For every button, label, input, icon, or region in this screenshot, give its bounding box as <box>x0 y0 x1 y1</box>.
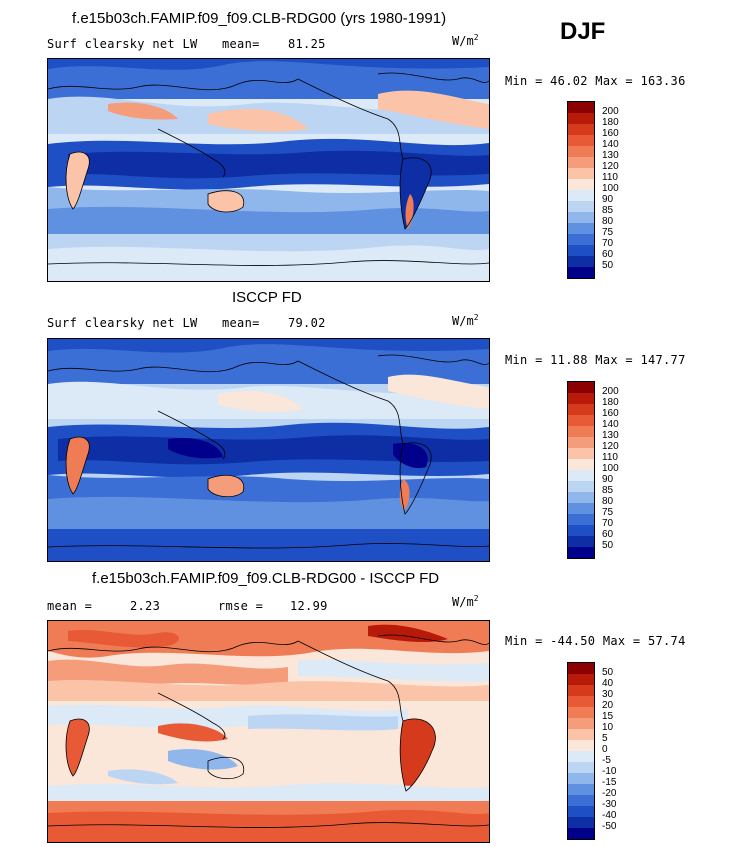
colorbar-tick-label: -50 <box>602 821 617 832</box>
panel-2-minmax: Min = 11.88 Max = 147.77 <box>505 353 686 367</box>
panel-1-variable-label: Surf clearsky net LW <box>47 37 198 51</box>
season-label: DJF <box>560 18 606 45</box>
panel-3-rmse-value: 12.99 <box>290 599 328 613</box>
panel-3-minmax: Min = -44.50 Max = 57.74 <box>505 634 686 648</box>
colorbar-tick-label: 120 <box>602 441 619 452</box>
colorbar-tick-label: 200 <box>602 386 619 397</box>
colorbar-tick-label: 130 <box>602 430 619 441</box>
panel-1-map <box>47 58 490 282</box>
colorbar-tick-label: 70 <box>602 238 614 249</box>
colorbar-tick-label: 110 <box>602 172 618 183</box>
panel-3-unit: W/m2 <box>452 594 479 609</box>
panel-1-minmax: Min = 46.02 Max = 163.36 <box>505 74 686 88</box>
panel-2-colorbar <box>567 381 595 559</box>
colorbar-tick-label: -30 <box>602 799 617 810</box>
colorbar-tick-label: 0 <box>602 744 608 755</box>
panel-1-unit: W/m2 <box>452 33 479 48</box>
panel-2-map-svg <box>48 339 489 561</box>
colorbar-tick-label: 130 <box>602 150 619 161</box>
colorbar-tick-label: 160 <box>602 408 619 419</box>
colorbar-tick-label: 10 <box>602 722 614 733</box>
colorbar-tick-label: 110 <box>602 452 618 463</box>
panel-3-map-svg <box>48 621 489 842</box>
colorbar-tick-label: 75 <box>602 227 614 238</box>
panel-3-mean-value: 2.23 <box>130 599 161 613</box>
panel-1-mean-label: mean= <box>222 37 260 51</box>
panel-3-map <box>47 620 490 843</box>
panel-2-mean-label: mean= <box>222 316 260 330</box>
colorbar-tick-label: -5 <box>602 755 611 766</box>
colorbar-tick-label: 50 <box>602 540 614 551</box>
panel-1-colorbar <box>567 101 595 279</box>
colorbar-tick-label: 75 <box>602 507 614 518</box>
panel-1-title: f.e15b03ch.FAMIP.f09_f09.CLB-RDG00 (yrs … <box>72 10 447 27</box>
panel-1-map-svg <box>48 59 489 281</box>
colorbar-tick-label: 80 <box>602 496 614 507</box>
panel-3-rmse-label: rmse = <box>218 599 264 613</box>
panel-2-map <box>47 338 490 562</box>
colorbar-tick-label: 160 <box>602 128 619 139</box>
colorbar-tick-label: 60 <box>602 529 614 540</box>
panel-2-mean-value: 79.02 <box>288 316 326 330</box>
colorbar-tick-label: 50 <box>602 667 614 678</box>
colorbar-tick-label: 85 <box>602 205 614 216</box>
colorbar-tick-label: 20 <box>602 700 614 711</box>
colorbar-tick-label: -20 <box>602 788 617 799</box>
colorbar-tick-label: 140 <box>602 139 619 150</box>
colorbar-tick-label: 180 <box>602 397 619 408</box>
colorbar-tick-label: 90 <box>602 474 614 485</box>
colorbar-tick-label: 80 <box>602 216 614 227</box>
panel-3-colorbar <box>567 662 595 840</box>
colorbar-tick-label: 60 <box>602 249 614 260</box>
colorbar-tick-label: 5 <box>602 733 608 744</box>
panel-2-variable-label: Surf clearsky net LW <box>47 316 198 330</box>
panel-1-mean-value: 81.25 <box>288 37 326 51</box>
colorbar-tick-label: -10 <box>602 766 617 777</box>
colorbar-tick-label: 200 <box>602 106 619 117</box>
colorbar-tick-label: 100 <box>602 463 619 474</box>
panel-2-title: ISCCP FD <box>232 289 302 306</box>
colorbar-tick-label: -40 <box>602 810 617 821</box>
panel-3-mean-label: mean = <box>47 599 93 613</box>
colorbar-tick-label: -15 <box>602 777 617 788</box>
colorbar-tick-label: 30 <box>602 689 614 700</box>
panel-2-unit: W/m2 <box>452 313 479 328</box>
panel-3-title: f.e15b03ch.FAMIP.f09_f09.CLB-RDG00 - ISC… <box>92 570 440 587</box>
colorbar-tick-label: 85 <box>602 485 614 496</box>
colorbar-tick-label: 40 <box>602 678 614 689</box>
colorbar-tick-label: 70 <box>602 518 614 529</box>
colorbar-tick-label: 50 <box>602 260 614 271</box>
colorbar-tick-label: 120 <box>602 161 619 172</box>
colorbar-tick-label: 100 <box>602 183 619 194</box>
colorbar-tick-label: 90 <box>602 194 614 205</box>
colorbar-tick-label: 15 <box>602 711 614 722</box>
colorbar-tick-label: 180 <box>602 117 619 128</box>
colorbar-tick-label: 140 <box>602 419 619 430</box>
